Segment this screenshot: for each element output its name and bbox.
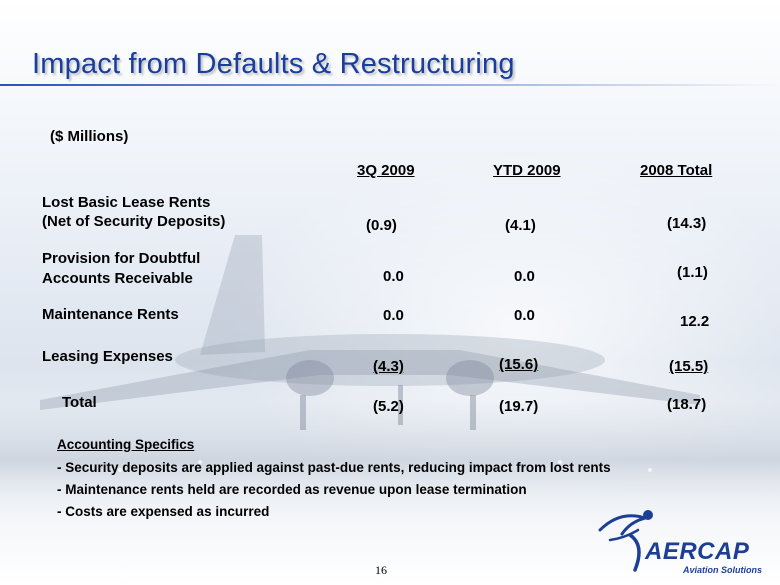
column-header-3q-2009: 3Q 2009 xyxy=(357,162,415,179)
note-item: - Security deposits are applied against … xyxy=(57,460,611,475)
cell-total-ytd: (19.7) xyxy=(499,398,539,415)
cell-provision-3q: 0.0 xyxy=(383,268,404,285)
note-item: - Maintenance rents held are recorded as… xyxy=(57,482,527,497)
row-label-maintenance-rents: Maintenance Rents xyxy=(42,306,179,323)
row-label-total: Total xyxy=(62,394,97,411)
aercap-logo-swoosh-icon xyxy=(598,510,653,572)
cell-maintenance-2008: 12.2 xyxy=(680,313,710,330)
cell-lost-rents-3q: (0.9) xyxy=(366,217,397,234)
cell-maintenance-3q: 0.0 xyxy=(383,307,404,324)
cell-provision-2008: (1.1) xyxy=(677,264,708,281)
row-label-lost-basic-lease-rents: Lost Basic Lease Rents xyxy=(42,194,211,211)
row-label-net-of-security-deposits: (Net of Security Deposits) xyxy=(42,213,226,230)
column-header-2008-total: 2008 Total xyxy=(640,162,713,179)
column-header-ytd-2009: YTD 2009 xyxy=(493,162,561,179)
cell-leasing-2008: (15.5) xyxy=(669,358,709,375)
cell-maintenance-ytd: 0.0 xyxy=(514,307,535,324)
cell-lost-rents-2008: (14.3) xyxy=(667,215,707,232)
note-item: - Costs are expensed as incurred xyxy=(57,504,270,519)
row-label-leasing-expenses: Leasing Expenses xyxy=(42,348,173,365)
cell-leasing-3q: (4.3) xyxy=(373,358,404,375)
row-label-provision-for-doubtful: Provision for Doubtful xyxy=(42,250,201,267)
row-label-accounts-receivable: Accounts Receivable xyxy=(42,270,193,287)
logo-wordmark: AERCAP xyxy=(645,538,750,565)
logo-tagline: Aviation Solutions xyxy=(683,565,763,575)
cell-total-2008: (18.7) xyxy=(667,396,707,413)
title-underline xyxy=(0,84,780,86)
cell-lost-rents-ytd: (4.1) xyxy=(505,217,536,234)
cell-leasing-ytd: (15.6) xyxy=(499,356,539,373)
cell-provision-ytd: 0.0 xyxy=(514,268,535,285)
units-label: ($ Millions) xyxy=(50,128,129,145)
cell-total-3q: (5.2) xyxy=(373,398,404,415)
page-title: Impact from Defaults & Restructuring xyxy=(32,48,515,80)
page-number: 16 xyxy=(375,563,387,577)
notes-heading: Accounting Specifics xyxy=(57,437,195,452)
